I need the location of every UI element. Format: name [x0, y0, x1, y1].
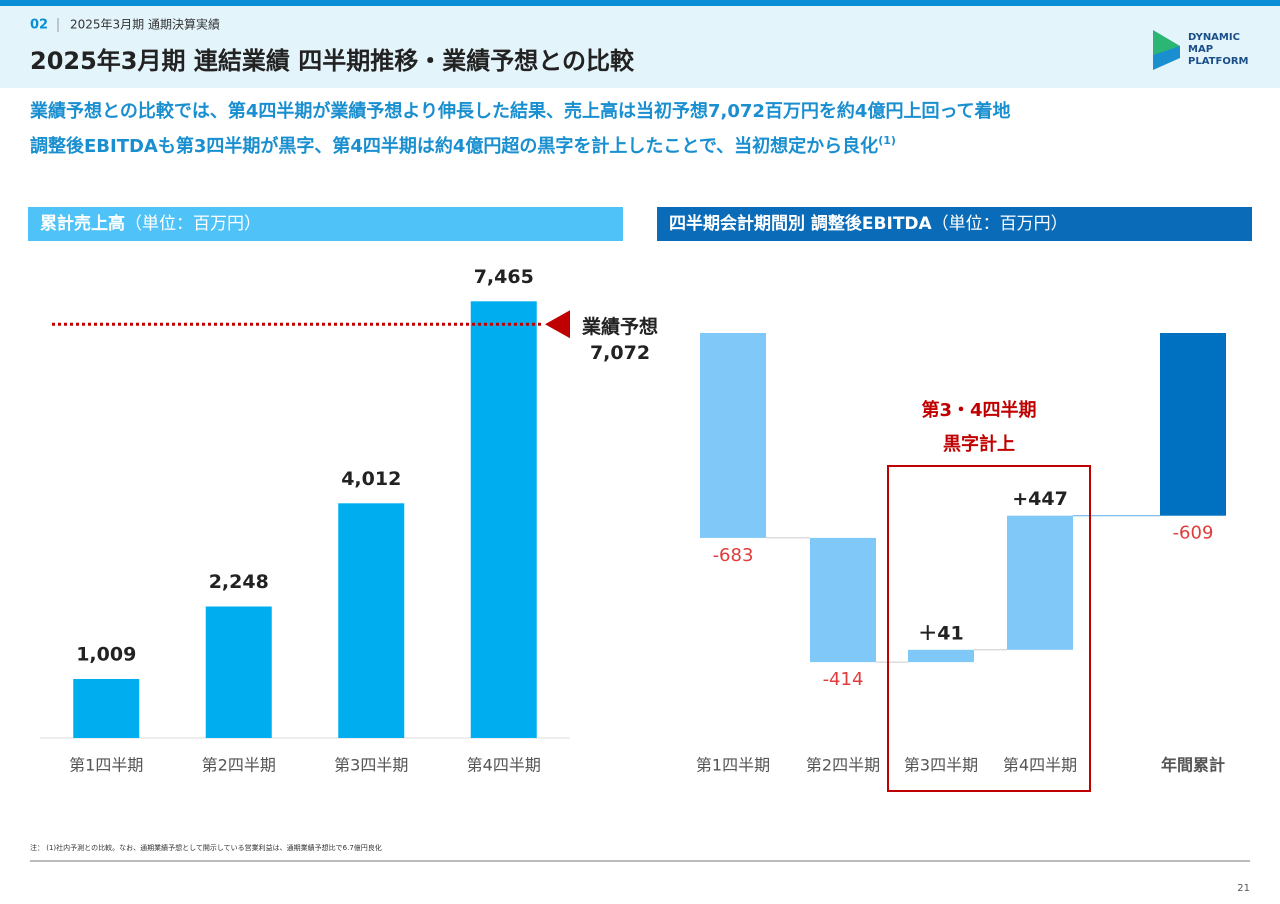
bar: [1160, 333, 1226, 516]
logo-text: MAP: [1188, 44, 1213, 55]
page-number: 21: [1237, 883, 1250, 894]
data-label: 7,465: [474, 266, 534, 288]
data-label: -609: [1173, 523, 1214, 544]
bar: [810, 537, 876, 663]
logo-text: PLATFORM: [1188, 56, 1249, 67]
data-label: ＋41: [918, 622, 963, 644]
bar: [1007, 515, 1073, 650]
data-label: -414: [823, 669, 864, 690]
x-tick-label: 第1四半期: [69, 756, 143, 775]
panel-header: [28, 207, 623, 241]
header-band: [0, 6, 1280, 88]
data-label: -683: [713, 545, 754, 566]
footnote: 注： (1)社内予測との比較。なお、通期業績予想として開示している営業利益は、通…: [30, 843, 382, 852]
data-label: +447: [1012, 488, 1068, 510]
bar: [700, 333, 766, 538]
logo-text: DYNAMIC: [1188, 32, 1240, 43]
panel-title: 四半期会計期間別 調整後EBITDA（単位：百万円）: [669, 213, 1068, 234]
bar: [338, 503, 405, 738]
x-tick-label: 年間累計: [1161, 756, 1225, 775]
subtitle: 2025年3月期 通期決算実績: [70, 17, 220, 32]
data-label: 4,012: [341, 468, 401, 490]
footnote-ref: (1): [878, 134, 896, 147]
logo-mark: [1153, 46, 1180, 70]
data-label: 2,248: [209, 571, 269, 593]
slide-title: 2025年3月期 連結業績 四半期推移・業績予想との比較: [30, 47, 635, 75]
annotation: 第3・4四半期: [921, 399, 1036, 421]
x-tick-label: 第3四半期: [334, 756, 408, 775]
reference-arrow: [545, 310, 570, 339]
unit: （単位：百万円）: [125, 214, 261, 234]
x-tick-label: 第2四半期: [806, 756, 880, 775]
reference-label: 業績予想: [581, 315, 658, 338]
annotation: 黒字計上: [943, 433, 1015, 455]
reference-value: 7,072: [590, 342, 650, 364]
panel-title: 累計売上高: [40, 213, 125, 234]
x-tick-label: 第4四半期: [1003, 756, 1077, 775]
panel-title: 累計売上高（単位：百万円）: [40, 213, 261, 234]
x-tick-label: 第1四半期: [696, 756, 770, 775]
lead-text: 業績予想との比較では、第4四半期が業績予想より伸長した結果、売上高は当初予想7,…: [29, 100, 1011, 122]
panel-title: 四半期会計期間別 調整後EBITDA: [669, 213, 933, 234]
x-tick-label: 第2四半期: [202, 756, 276, 775]
highlight-box: [887, 465, 1091, 792]
top-stripe: [0, 0, 1280, 6]
bar: [908, 649, 974, 663]
x-tick-label: 第3四半期: [904, 756, 978, 775]
x-tick-label: 第4四半期: [467, 756, 541, 775]
lead-text: 調整後EBITDAも第3四半期が黒字、第4四半期は約4億円超の黒字を計上したこと…: [30, 135, 878, 157]
panel-header: [657, 207, 1252, 241]
lead-text: 調整後EBITDAも第3四半期が黒字、第4四半期は約4億円超の黒字を計上したこと…: [30, 134, 896, 157]
bar: [73, 678, 140, 738]
bar: [205, 606, 272, 738]
section-number: 02: [30, 18, 48, 33]
bar: [470, 301, 537, 738]
data-label: 1,009: [76, 643, 136, 665]
unit: （単位：百万円）: [932, 214, 1068, 234]
